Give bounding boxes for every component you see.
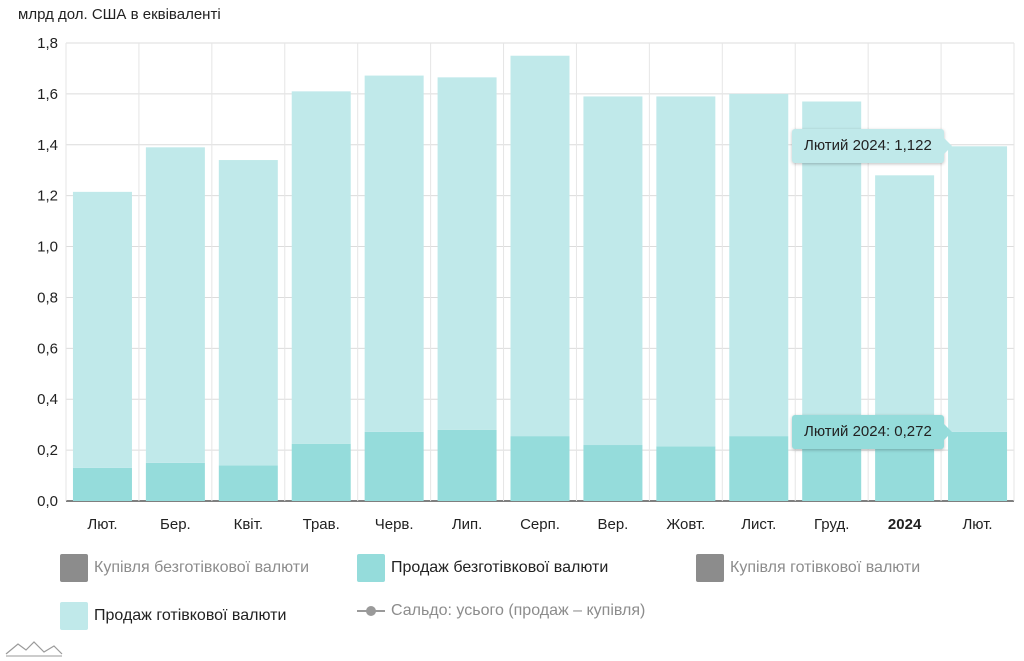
legend-swatch <box>696 554 724 582</box>
bar-noncash-sale <box>218 465 278 501</box>
bar-cash-sale <box>656 96 716 447</box>
bar-noncash-sale <box>437 429 497 501</box>
bar-cash-sale <box>875 175 935 443</box>
y-axis-label: млрд дол. США в еквіваленті <box>18 6 221 23</box>
x-tick-label: Лют. <box>962 516 992 533</box>
bar-noncash-sale <box>291 443 351 501</box>
legend: Купівля безготівкової валюти Продаж безг… <box>0 548 1024 648</box>
legend-item-cash-sale[interactable]: Продаж готівкової валюти <box>60 602 286 630</box>
x-tick-label: Бер. <box>160 516 191 533</box>
y-tick-label: 0,2 <box>37 442 58 459</box>
logo-icon <box>5 641 63 657</box>
bar-noncash-sale <box>875 442 935 501</box>
legend-label: Купівля безготівкової валюти <box>94 559 310 576</box>
bar-cash-sale <box>72 191 132 468</box>
x-tick-label: 2024 <box>888 516 922 533</box>
y-tick-label: 0,4 <box>37 391 58 408</box>
bar-cash-sale <box>729 93 789 437</box>
y-tick-label: 0,6 <box>37 340 58 357</box>
x-tick-label: Квіт. <box>234 516 263 533</box>
legend-swatch <box>357 554 385 582</box>
bar-cash-sale <box>145 147 205 463</box>
bar-noncash-sale <box>72 467 132 501</box>
bar-cash-sale <box>218 160 278 466</box>
legend-item-noncash-purchase[interactable]: Купівля безготівкової валюти <box>60 554 309 582</box>
y-tick-label: 1,6 <box>37 86 58 103</box>
bar-noncash-sale <box>802 439 862 501</box>
legend-swatch <box>60 602 88 630</box>
tooltip-cash-sale: Лютий 2024: 1,122 <box>792 129 952 164</box>
bar-cash-sale <box>291 91 351 444</box>
x-tick-label: Вер. <box>597 516 628 533</box>
bar-noncash-sale <box>729 436 789 501</box>
y-tick-label: 1,4 <box>37 137 58 154</box>
legend-item-cash-purchase[interactable]: Купівля готівкової валюти <box>696 554 920 582</box>
bar-cash-sale <box>437 77 497 430</box>
x-tick-label: Трав. <box>303 516 340 533</box>
y-tick-label: 1,2 <box>37 188 58 205</box>
bar-noncash-sale <box>364 431 424 501</box>
bar-noncash-sale <box>583 445 643 501</box>
bar-cash-sale <box>364 75 424 432</box>
x-tick-label: Лист. <box>741 516 776 533</box>
x-tick-label: Серп. <box>520 516 560 533</box>
bar-noncash-sale <box>145 462 205 501</box>
legend-label: Продаж безготівкової валюти <box>391 559 609 576</box>
x-tick-label: Лип. <box>452 516 483 533</box>
x-tick-label: Жовт. <box>666 516 705 533</box>
x-tick-label: Черв. <box>375 516 414 533</box>
legend-label: Купівля готівкової валюти <box>730 559 921 576</box>
bar-noncash-sale <box>510 436 570 501</box>
x-tick-label: Груд. <box>814 516 849 533</box>
legend-item-balance-total[interactable]: Сальдо: усього (продаж – купівля) <box>357 602 645 620</box>
legend-label: Продаж готівкової валюти <box>94 607 287 624</box>
legend-label: Сальдо: усього (продаж – купівля) <box>391 602 646 619</box>
y-tick-label: 1,8 <box>37 35 58 52</box>
tooltip-noncash-sale: Лютий 2024: 0,272 <box>792 414 952 449</box>
bar-chart: 0,0 0,2 0,4 0,6 0,8 1,0 1,2 1,4 1,6 1,8 Лют. Бер. Кв… <box>37 35 1015 533</box>
bar-cash-sale <box>510 55 570 437</box>
legend-item-noncash-sale[interactable]: Продаж безготівкової валюти <box>357 554 608 582</box>
x-tick-label: Лют. <box>87 516 117 533</box>
legend-swatch <box>60 554 88 582</box>
y-tick-label: 1,0 <box>37 239 58 256</box>
bar-cash-sale <box>583 96 643 446</box>
bar-noncash-sale <box>948 431 1008 501</box>
y-tick-label: 0,8 <box>37 289 58 306</box>
y-tick-label: 0,0 <box>37 493 58 510</box>
bar-cash-sale <box>948 146 1008 432</box>
bar-noncash-sale <box>656 446 716 501</box>
legend-line-marker <box>357 605 385 617</box>
